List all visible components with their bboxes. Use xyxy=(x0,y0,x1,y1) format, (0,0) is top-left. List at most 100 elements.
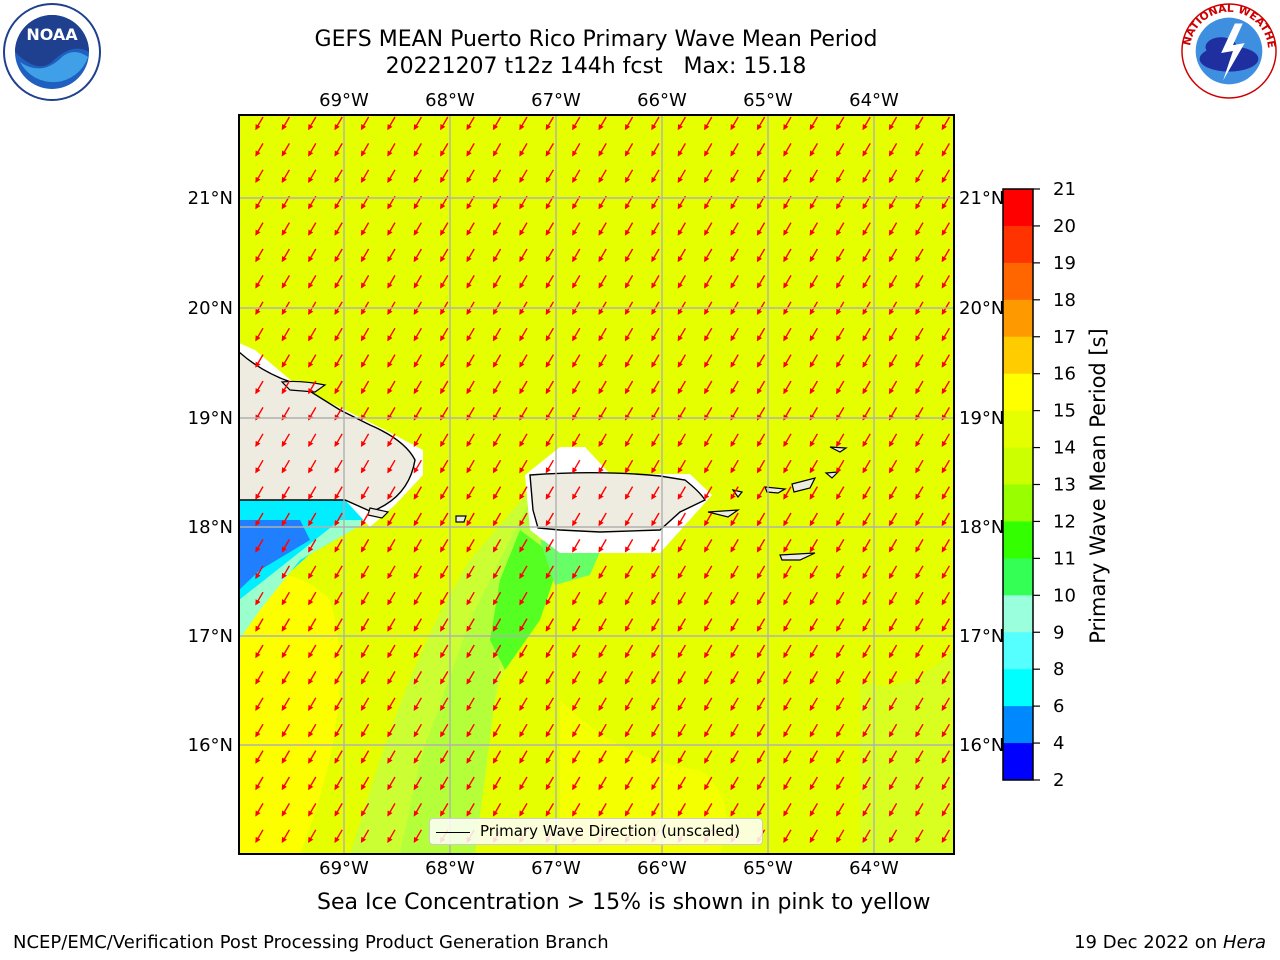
wave-direction-arrow xyxy=(809,486,819,500)
wave-direction-arrow xyxy=(836,697,845,712)
wave-direction-arrow xyxy=(809,222,819,236)
wave-direction-arrow xyxy=(862,803,871,817)
wave-direction-arrow xyxy=(572,222,581,236)
wave-direction-arrow xyxy=(730,697,739,712)
wave-direction-arrow xyxy=(466,539,475,553)
wave-direction-arrow xyxy=(836,512,845,527)
colorbar-segment xyxy=(1003,743,1033,781)
wave-direction-arrow xyxy=(624,222,634,236)
wave-direction-arrow xyxy=(941,354,951,368)
wave-direction-arrow xyxy=(308,354,317,368)
lat-tick-right: 21°N xyxy=(959,188,1004,209)
wave-direction-arrow xyxy=(545,671,555,685)
colorbar xyxy=(1003,189,1033,781)
wave-direction-arrow xyxy=(492,565,502,580)
colorbar-tick-label: 11 xyxy=(1053,548,1076,569)
wave-direction-arrow xyxy=(730,512,739,527)
wave-direction-arrow xyxy=(651,565,660,580)
wave-direction-arrow xyxy=(809,380,819,395)
wave-direction-arrow xyxy=(836,723,845,738)
wave-direction-arrow xyxy=(440,697,449,712)
wave-direction-arrow xyxy=(387,591,396,606)
lat-tick-right: 16°N xyxy=(959,735,1004,756)
wave-direction-arrow xyxy=(624,116,634,131)
wave-direction-arrow xyxy=(730,803,739,817)
wave-direction-arrow xyxy=(413,565,423,580)
wave-direction-arrow xyxy=(519,591,528,606)
wave-direction-arrow xyxy=(413,143,423,157)
wave-direction-arrow xyxy=(888,143,898,157)
wave-direction-arrow xyxy=(888,644,898,659)
wave-direction-arrow xyxy=(783,539,792,553)
wave-direction-arrow xyxy=(308,829,317,844)
wave-direction-arrow xyxy=(836,354,845,368)
wave-direction-arrow xyxy=(862,591,871,606)
wave-direction-arrow xyxy=(466,776,475,791)
wave-direction-arrow xyxy=(598,327,607,342)
colorbar-segment xyxy=(1003,558,1033,596)
wave-direction-arrow xyxy=(334,512,343,527)
wave-direction-arrow xyxy=(704,354,713,368)
lon-tick-bottom: 69°W xyxy=(319,858,369,879)
wave-direction-arrow xyxy=(387,486,396,500)
wave-direction-arrow xyxy=(915,697,924,712)
wave-direction-arrow xyxy=(440,169,449,184)
wave-direction-arrow xyxy=(941,803,951,817)
wave-direction-arrow xyxy=(809,697,819,712)
wave-direction-arrow xyxy=(308,644,317,659)
wave-direction-arrow xyxy=(519,803,528,817)
wave-direction-arrow xyxy=(730,433,739,448)
wave-direction-arrow xyxy=(466,143,475,157)
wave-direction-arrow xyxy=(941,275,951,289)
wave-direction-arrow xyxy=(308,591,317,606)
colorbar-segment xyxy=(1003,521,1033,559)
colorbar-tick-label: 18 xyxy=(1053,290,1076,311)
wave-direction-arrow xyxy=(704,433,713,448)
wave-direction-arrow xyxy=(624,539,634,553)
wave-direction-arrow xyxy=(492,671,502,685)
wave-direction-arrow xyxy=(308,143,317,157)
wave-direction-arrow xyxy=(492,486,502,500)
wave-direction-arrow xyxy=(334,486,343,500)
wave-direction-arrow xyxy=(360,829,370,844)
wave-direction-arrow xyxy=(888,618,898,632)
wave-direction-arrow xyxy=(836,486,845,500)
wave-direction-arrow xyxy=(308,750,317,764)
land-tortola xyxy=(791,477,817,493)
wave-direction-arrow xyxy=(756,222,766,236)
wave-direction-arrow xyxy=(862,644,871,659)
wave-direction-arrow xyxy=(519,644,528,659)
lon-tick-top: 66°W xyxy=(637,90,687,111)
wave-direction-arrow xyxy=(941,222,951,236)
colorbar-segment xyxy=(1003,299,1033,338)
field-band-14s-east xyxy=(860,650,954,854)
wave-direction-arrow xyxy=(545,222,555,236)
wave-direction-arrow xyxy=(334,327,343,342)
wave-direction-arrow xyxy=(730,380,739,395)
wave-direction-arrow xyxy=(862,248,871,263)
wave-direction-arrow xyxy=(519,143,528,157)
wave-direction-arrow xyxy=(255,433,264,448)
wave-direction-arrow xyxy=(651,459,660,474)
colorbar-tick-label: 15 xyxy=(1053,401,1076,422)
wave-direction-arrow xyxy=(598,539,607,553)
field-band-10s xyxy=(239,520,370,640)
colorbar-tick-label: 12 xyxy=(1053,511,1076,532)
wave-direction-arrow xyxy=(704,380,713,395)
wave-direction-arrow xyxy=(334,354,343,368)
graticule xyxy=(239,115,954,854)
wave-direction-arrow xyxy=(651,671,660,685)
wave-direction-arrow xyxy=(387,723,396,738)
wave-direction-arrow xyxy=(519,327,528,342)
wave-direction-arrow xyxy=(492,169,502,184)
wave-direction-arrow xyxy=(572,327,581,342)
wave-direction-arrow xyxy=(756,327,766,342)
wave-direction-arrow xyxy=(783,486,792,500)
wave-direction-arrow xyxy=(941,486,951,500)
wave-direction-arrow xyxy=(281,618,291,632)
wave-direction-arrow xyxy=(413,750,423,764)
wave-direction-arrow xyxy=(466,750,475,764)
wave-direction-arrow xyxy=(466,644,475,659)
wave-direction-arrow xyxy=(598,354,607,368)
wave-direction-arrow xyxy=(624,723,634,738)
